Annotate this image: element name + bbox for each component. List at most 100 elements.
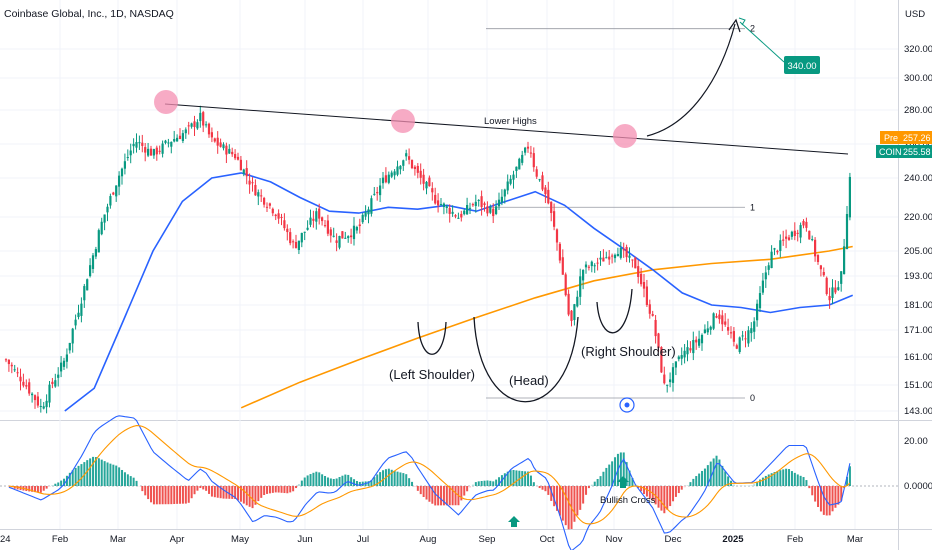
macd-histogram-bar (611, 461, 614, 486)
macd-histogram-bar (257, 486, 260, 502)
macd-histogram-bar (390, 469, 393, 486)
candle-body (196, 122, 199, 129)
macd-histogram-bar (648, 486, 651, 499)
macd-histogram-bar (709, 461, 712, 486)
macd-histogram-bar (382, 470, 385, 486)
macd-histogram-bar (106, 462, 109, 486)
macd-histogram-bar (118, 467, 121, 486)
macd-histogram-bar (399, 472, 402, 486)
candle-body (60, 362, 63, 372)
coin-tag[interactable] (876, 145, 932, 158)
candle-body (167, 142, 170, 144)
candle-body (294, 241, 298, 248)
candle-body (112, 192, 115, 195)
macd-histogram-bar (703, 468, 706, 486)
candle-body (205, 124, 208, 126)
macd-histogram-bar (463, 486, 466, 496)
fib-levels: 2 1 0 (486, 24, 755, 403)
candle-body (509, 178, 512, 184)
candle-body (297, 240, 300, 251)
cross-arrow-2 (617, 476, 629, 488)
time-axis[interactable]: Feb Mar Apr May Jun Jul Aug Sep Oct Nov Dec 2025 Feb… (52, 534, 863, 545)
candle-body (654, 319, 657, 337)
candle-body (231, 151, 234, 155)
macd-histogram-bar (306, 475, 309, 486)
macd-histogram-bar (770, 473, 773, 486)
candle-body (495, 206, 498, 214)
target-arrowhead (738, 17, 746, 26)
time-tick-label: Feb (787, 534, 803, 545)
macd-histogram-bar (445, 486, 448, 506)
grid (0, 0, 898, 529)
fib-level-label: 1 (750, 202, 755, 212)
candle-body (785, 236, 788, 239)
target-badge[interactable] (784, 56, 820, 74)
price-axis[interactable]: 320.00 300.00 280.00 260.00 240.00 220.00 205.… (904, 44, 932, 492)
macd-histogram-bar (338, 477, 341, 486)
macd-histogram-bar (788, 469, 791, 486)
currency-label[interactable]: USD (905, 9, 925, 20)
macd-histogram-bar (454, 486, 457, 506)
macd-histogram-bar (802, 477, 805, 486)
candle-body (468, 207, 472, 209)
candle-body (318, 208, 321, 219)
macd-histogram-bar (677, 486, 680, 494)
candle-body (33, 395, 37, 401)
candle-body (822, 271, 825, 276)
lower-highs-trendline[interactable] (164, 103, 849, 155)
candle-body (36, 396, 39, 406)
candle-body (613, 254, 617, 259)
macd-histogram-bar (147, 486, 150, 500)
candle-body (770, 251, 773, 269)
macd-histogram-bar (840, 486, 843, 501)
macd-histogram-bar (97, 458, 100, 486)
candle-body (347, 236, 350, 239)
candle-body (326, 220, 329, 234)
macd-histogram-bar (419, 486, 422, 495)
macd-histogram-bar (692, 478, 695, 486)
candle-body (416, 165, 419, 173)
candle-body (83, 286, 86, 301)
macd-histogram-bar (274, 486, 277, 493)
candle-body (811, 239, 814, 241)
peak-highlight-3 (613, 124, 637, 148)
macd-histogram-bar (80, 464, 83, 486)
candle-body (51, 381, 54, 385)
macd-histogram-bar (28, 486, 31, 492)
macd-histogram-bar (489, 480, 492, 486)
candle-body (144, 147, 147, 153)
candle-body (170, 141, 173, 147)
pre-tag[interactable] (880, 131, 932, 144)
candle-body (335, 240, 338, 243)
macd-histogram-bar (329, 478, 332, 486)
candle-body (744, 338, 747, 340)
candle-body (280, 216, 283, 218)
time-tick-label: 2025 (722, 534, 744, 545)
candle-body (364, 212, 367, 217)
macd-histogram-bar (808, 486, 811, 489)
candle-body (671, 367, 675, 383)
candle-body (544, 187, 547, 195)
candle-body (486, 206, 489, 214)
candle-body (54, 380, 57, 387)
candle-body (703, 329, 706, 334)
macd-histogram-bar (796, 474, 799, 486)
time-tick-label: Nov (606, 534, 623, 545)
candle-body (277, 213, 280, 219)
candle-body (448, 208, 451, 214)
macd-histogram-bar (547, 486, 550, 495)
candle-body (634, 257, 637, 269)
macd-histogram-bar (408, 478, 411, 486)
candle-body (97, 230, 100, 253)
candle-body (89, 265, 92, 277)
candle-body (845, 214, 849, 250)
macd-histogram-bar (486, 480, 489, 486)
macd-histogram-bar (135, 480, 138, 486)
candle-body (7, 359, 10, 365)
candle-body (593, 265, 596, 267)
macd-histogram-bar (573, 486, 576, 522)
candle-body (274, 214, 277, 217)
macd-histogram-bar (614, 457, 617, 486)
